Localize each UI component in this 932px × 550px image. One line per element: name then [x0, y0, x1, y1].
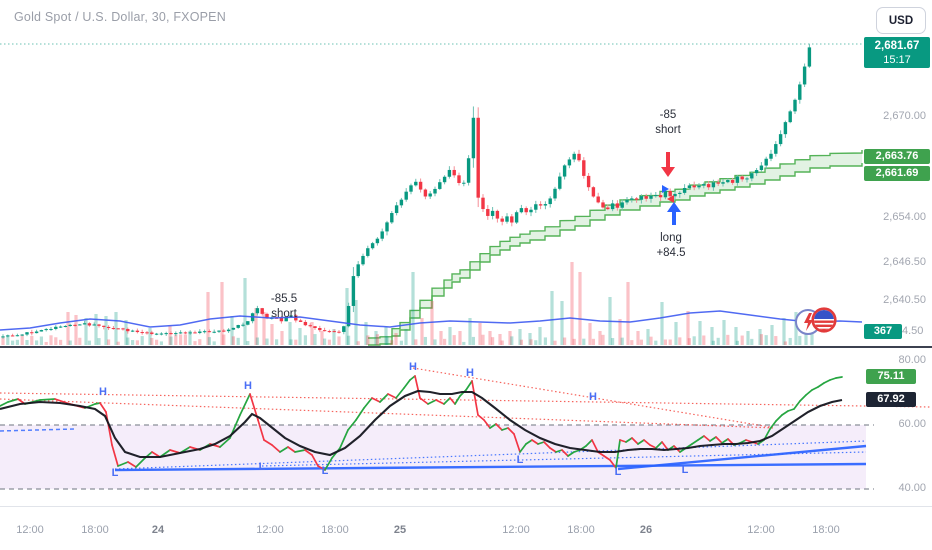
- long-trade-pnl: +84.5: [656, 247, 686, 259]
- bar-countdown: 15:17: [883, 53, 911, 66]
- price-axis-label: 2,654.00: [883, 211, 926, 223]
- svg-text:L: L: [517, 454, 524, 466]
- short-trade-annotation-2: -85.5 short: [271, 292, 297, 322]
- time-axis-label: 18:00: [812, 524, 840, 536]
- svg-text:L: L: [259, 461, 266, 473]
- time-axis-divider: [0, 506, 932, 507]
- usd-flag-logo-icon: [811, 307, 837, 333]
- svg-text:H: H: [466, 367, 474, 379]
- short-trade-annotation: -85 short: [655, 108, 681, 138]
- oscillator-value-badge: 75.11: [866, 369, 916, 384]
- time-axis-label: 25: [393, 524, 407, 536]
- ribbon-lower-badge: 2,661.69: [864, 166, 930, 181]
- time-axis-label: 26: [639, 524, 653, 536]
- short-trade-pnl: -85: [659, 109, 677, 121]
- time-axis-label: 12:00: [747, 524, 775, 536]
- svg-text:L: L: [322, 465, 329, 477]
- short-entry-arrow-icon: [661, 152, 675, 177]
- last-price-value: 2,681.67: [874, 39, 920, 52]
- time-axis-label: 18:00: [321, 524, 349, 536]
- indicator-axis-label: 40.00: [898, 482, 926, 494]
- indicator-axis-label: 80.00: [898, 354, 926, 366]
- currency-toggle-button[interactable]: USD: [876, 7, 926, 34]
- svg-text:H: H: [589, 391, 597, 403]
- long-entry-arrow-icon: [667, 202, 681, 225]
- last-price-badge: 2,681.67 15:17: [864, 37, 930, 68]
- price-axis-label: 2,646.50: [883, 256, 926, 268]
- price-axis-label: 2,640.50: [883, 294, 926, 306]
- time-axis-label: 18:00: [81, 524, 109, 536]
- oscillator-signal-badge: 67.92: [866, 392, 916, 407]
- time-axis-label: 12:00: [502, 524, 530, 536]
- indicator-axis-label: 60.00: [898, 418, 926, 430]
- short-trade-label: short: [655, 124, 681, 136]
- time-axis-label: 24: [151, 524, 165, 536]
- svg-text:L: L: [615, 466, 622, 478]
- time-axis-label: 18:00: [567, 524, 595, 536]
- clipped-price-label: 4.50: [902, 325, 924, 337]
- svg-text:L: L: [682, 464, 689, 476]
- svg-text:H: H: [409, 361, 417, 373]
- svg-text:H: H: [99, 386, 107, 398]
- symbol-title[interactable]: Gold Spot / U.S. Dollar, 30, FXOPEN: [14, 10, 226, 24]
- symbol-logo-icons: [795, 307, 837, 335]
- time-axis-label: 12:00: [256, 524, 284, 536]
- svg-text:L: L: [112, 467, 119, 479]
- svg-text:H: H: [244, 380, 252, 392]
- time-axis-label: 12:00: [16, 524, 44, 536]
- pane-divider[interactable]: [0, 346, 932, 348]
- short-trade-pnl-2: -85.5: [270, 293, 298, 305]
- ribbon-upper-badge: 2,663.76: [864, 149, 930, 164]
- price-axis-label: 2,670.00: [883, 110, 926, 122]
- long-trade-annotation: long +84.5: [656, 231, 685, 261]
- short-trade-label-2: short: [271, 308, 297, 320]
- volume-value-badge: 367: [864, 324, 902, 339]
- long-trade-label: long: [660, 232, 682, 244]
- position-marker-icons: [662, 185, 674, 203]
